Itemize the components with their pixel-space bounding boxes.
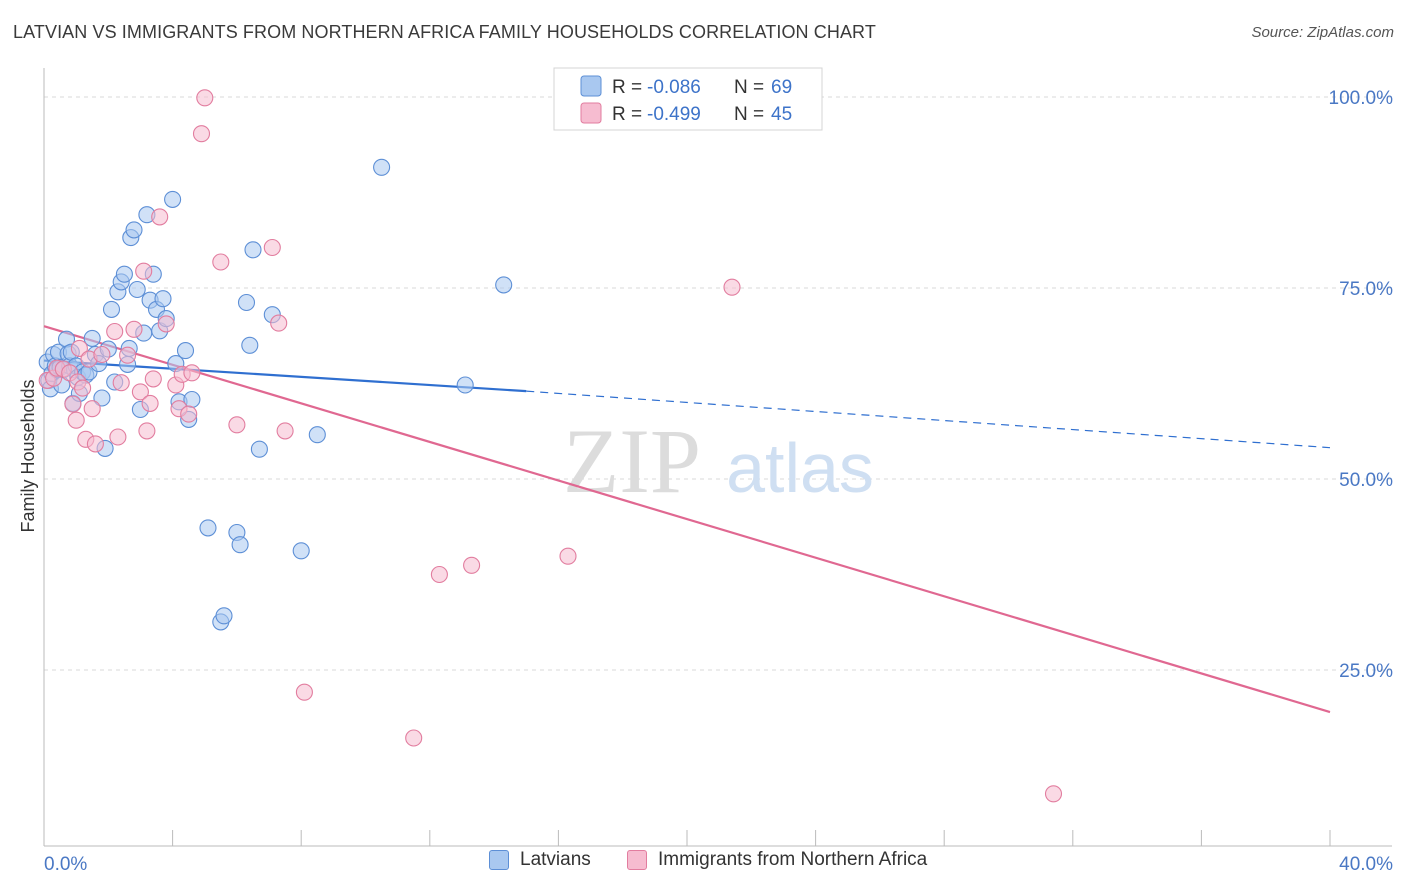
point-immigrants-19	[125, 320, 143, 338]
point-immigrants-6	[67, 411, 85, 429]
chart-source: Source: ZipAtlas.com	[1251, 24, 1394, 41]
y-tick-label-1: 75.0%	[1339, 279, 1393, 300]
point-latvians-33	[115, 265, 133, 283]
point-immigrants-26	[157, 315, 175, 333]
point-latvians-68	[495, 276, 513, 294]
y-tick-label-2: 50.0%	[1339, 470, 1393, 491]
stats-r-label-1: R =	[612, 77, 647, 98]
point-immigrants-30	[180, 405, 198, 423]
point-latvians-23	[83, 329, 101, 347]
point-latvians-38	[128, 280, 146, 299]
point-immigrants-39	[295, 683, 313, 701]
point-immigrants-15	[106, 322, 124, 341]
point-latvians-60	[241, 336, 259, 354]
point-immigrants-9	[74, 379, 92, 397]
point-latvians-67	[456, 376, 474, 394]
point-immigrants-25	[151, 208, 169, 226]
y-tick-label-3: 25.0%	[1339, 661, 1393, 682]
data-points	[38, 89, 1063, 803]
grid-lines	[44, 96, 1392, 671]
point-latvians-62	[250, 440, 268, 458]
trend-lines	[43, 325, 1331, 714]
axes	[43, 68, 1392, 847]
stats-n-label-1: N =	[734, 77, 769, 98]
point-latvians-46	[154, 290, 172, 308]
point-latvians-66	[373, 158, 391, 176]
point-immigrants-31	[183, 364, 201, 382]
legend-swatch-immigrants	[627, 850, 647, 870]
point-latvians-56	[215, 607, 233, 625]
point-immigrants-24	[144, 370, 162, 388]
point-immigrants-36	[263, 238, 281, 257]
stats-r-label-2: R =	[612, 104, 647, 125]
y-axis-label: Family Households	[18, 379, 38, 532]
point-immigrants-13	[86, 435, 104, 453]
x-tick-label-1: 40.0%	[1339, 854, 1393, 875]
point-immigrants-42	[463, 556, 481, 574]
point-immigrants-37	[270, 314, 288, 332]
point-latvians-59	[237, 293, 256, 312]
point-latvians-37	[125, 221, 143, 239]
point-immigrants-12	[83, 400, 101, 418]
watermark-zip: ZIP	[563, 410, 701, 512]
point-immigrants-34	[212, 253, 230, 271]
point-immigrants-8	[70, 339, 88, 357]
point-immigrants-17	[112, 374, 130, 392]
x-tick-label-0: 0.0%	[44, 854, 87, 875]
legend: Latvians Immigrants from Northern Africa	[0, 849, 1406, 879]
point-immigrants-44	[723, 278, 741, 296]
point-immigrants-32	[192, 125, 211, 143]
legend-item-immigrants: Immigrants from Northern Africa	[627, 849, 927, 871]
trend-line-immigrants	[43, 325, 1331, 714]
point-immigrants-41	[430, 565, 448, 584]
point-immigrants-38	[276, 422, 294, 440]
stats-swatch-latvians	[580, 75, 602, 97]
point-latvians-48	[164, 190, 182, 208]
point-latvians-29	[102, 300, 121, 318]
y-tick-label-0: 100.0%	[1329, 88, 1394, 109]
point-immigrants-18	[119, 346, 137, 364]
point-latvians-58	[231, 536, 249, 554]
point-immigrants-35	[228, 416, 246, 434]
watermark-atlas: atlas	[726, 429, 874, 507]
tick-labels: 100.0% 75.0% 50.0% 25.0% 0.0% 40.0%	[44, 88, 1393, 875]
point-immigrants-43	[559, 547, 577, 565]
point-immigrants-45	[1044, 785, 1063, 803]
point-latvians-65	[308, 426, 326, 444]
point-latvians-26	[93, 389, 111, 407]
point-immigrants-20	[131, 383, 149, 401]
point-immigrants-5	[64, 395, 82, 413]
legend-item-latvians: Latvians	[489, 849, 591, 871]
watermark: ZIP atlas	[563, 410, 874, 512]
point-immigrants-16	[109, 428, 127, 446]
point-latvians-64	[292, 542, 310, 560]
point-immigrants-23	[141, 394, 159, 412]
stats-box: R = -0.086 N = 69 R = -0.499 N = 45	[553, 67, 823, 131]
legend-label-immigrants: Immigrants from Northern Africa	[658, 849, 928, 870]
point-immigrants-14	[93, 345, 111, 364]
point-latvians-61	[244, 241, 262, 259]
point-immigrants-40	[405, 729, 423, 747]
legend-label-latvians: Latvians	[520, 849, 591, 870]
point-immigrants-33	[196, 89, 214, 107]
stats-swatch-immigrants	[580, 102, 602, 124]
stats-r-value-2: -0.499	[647, 104, 701, 125]
legend-swatch-latvians	[489, 850, 509, 870]
stats-n-value-1: 69	[771, 77, 792, 98]
stats-r-value-1: -0.086	[647, 77, 701, 98]
point-immigrants-22	[138, 422, 156, 440]
point-immigrants-21	[135, 262, 153, 280]
point-latvians-54	[199, 519, 217, 537]
stats-n-label-2: N =	[734, 104, 769, 125]
chart-title: LATVIAN VS IMMIGRANTS FROM NORTHERN AFRI…	[13, 22, 876, 42]
point-latvians-51	[176, 342, 195, 360]
stats-n-value-2: 45	[771, 104, 792, 125]
